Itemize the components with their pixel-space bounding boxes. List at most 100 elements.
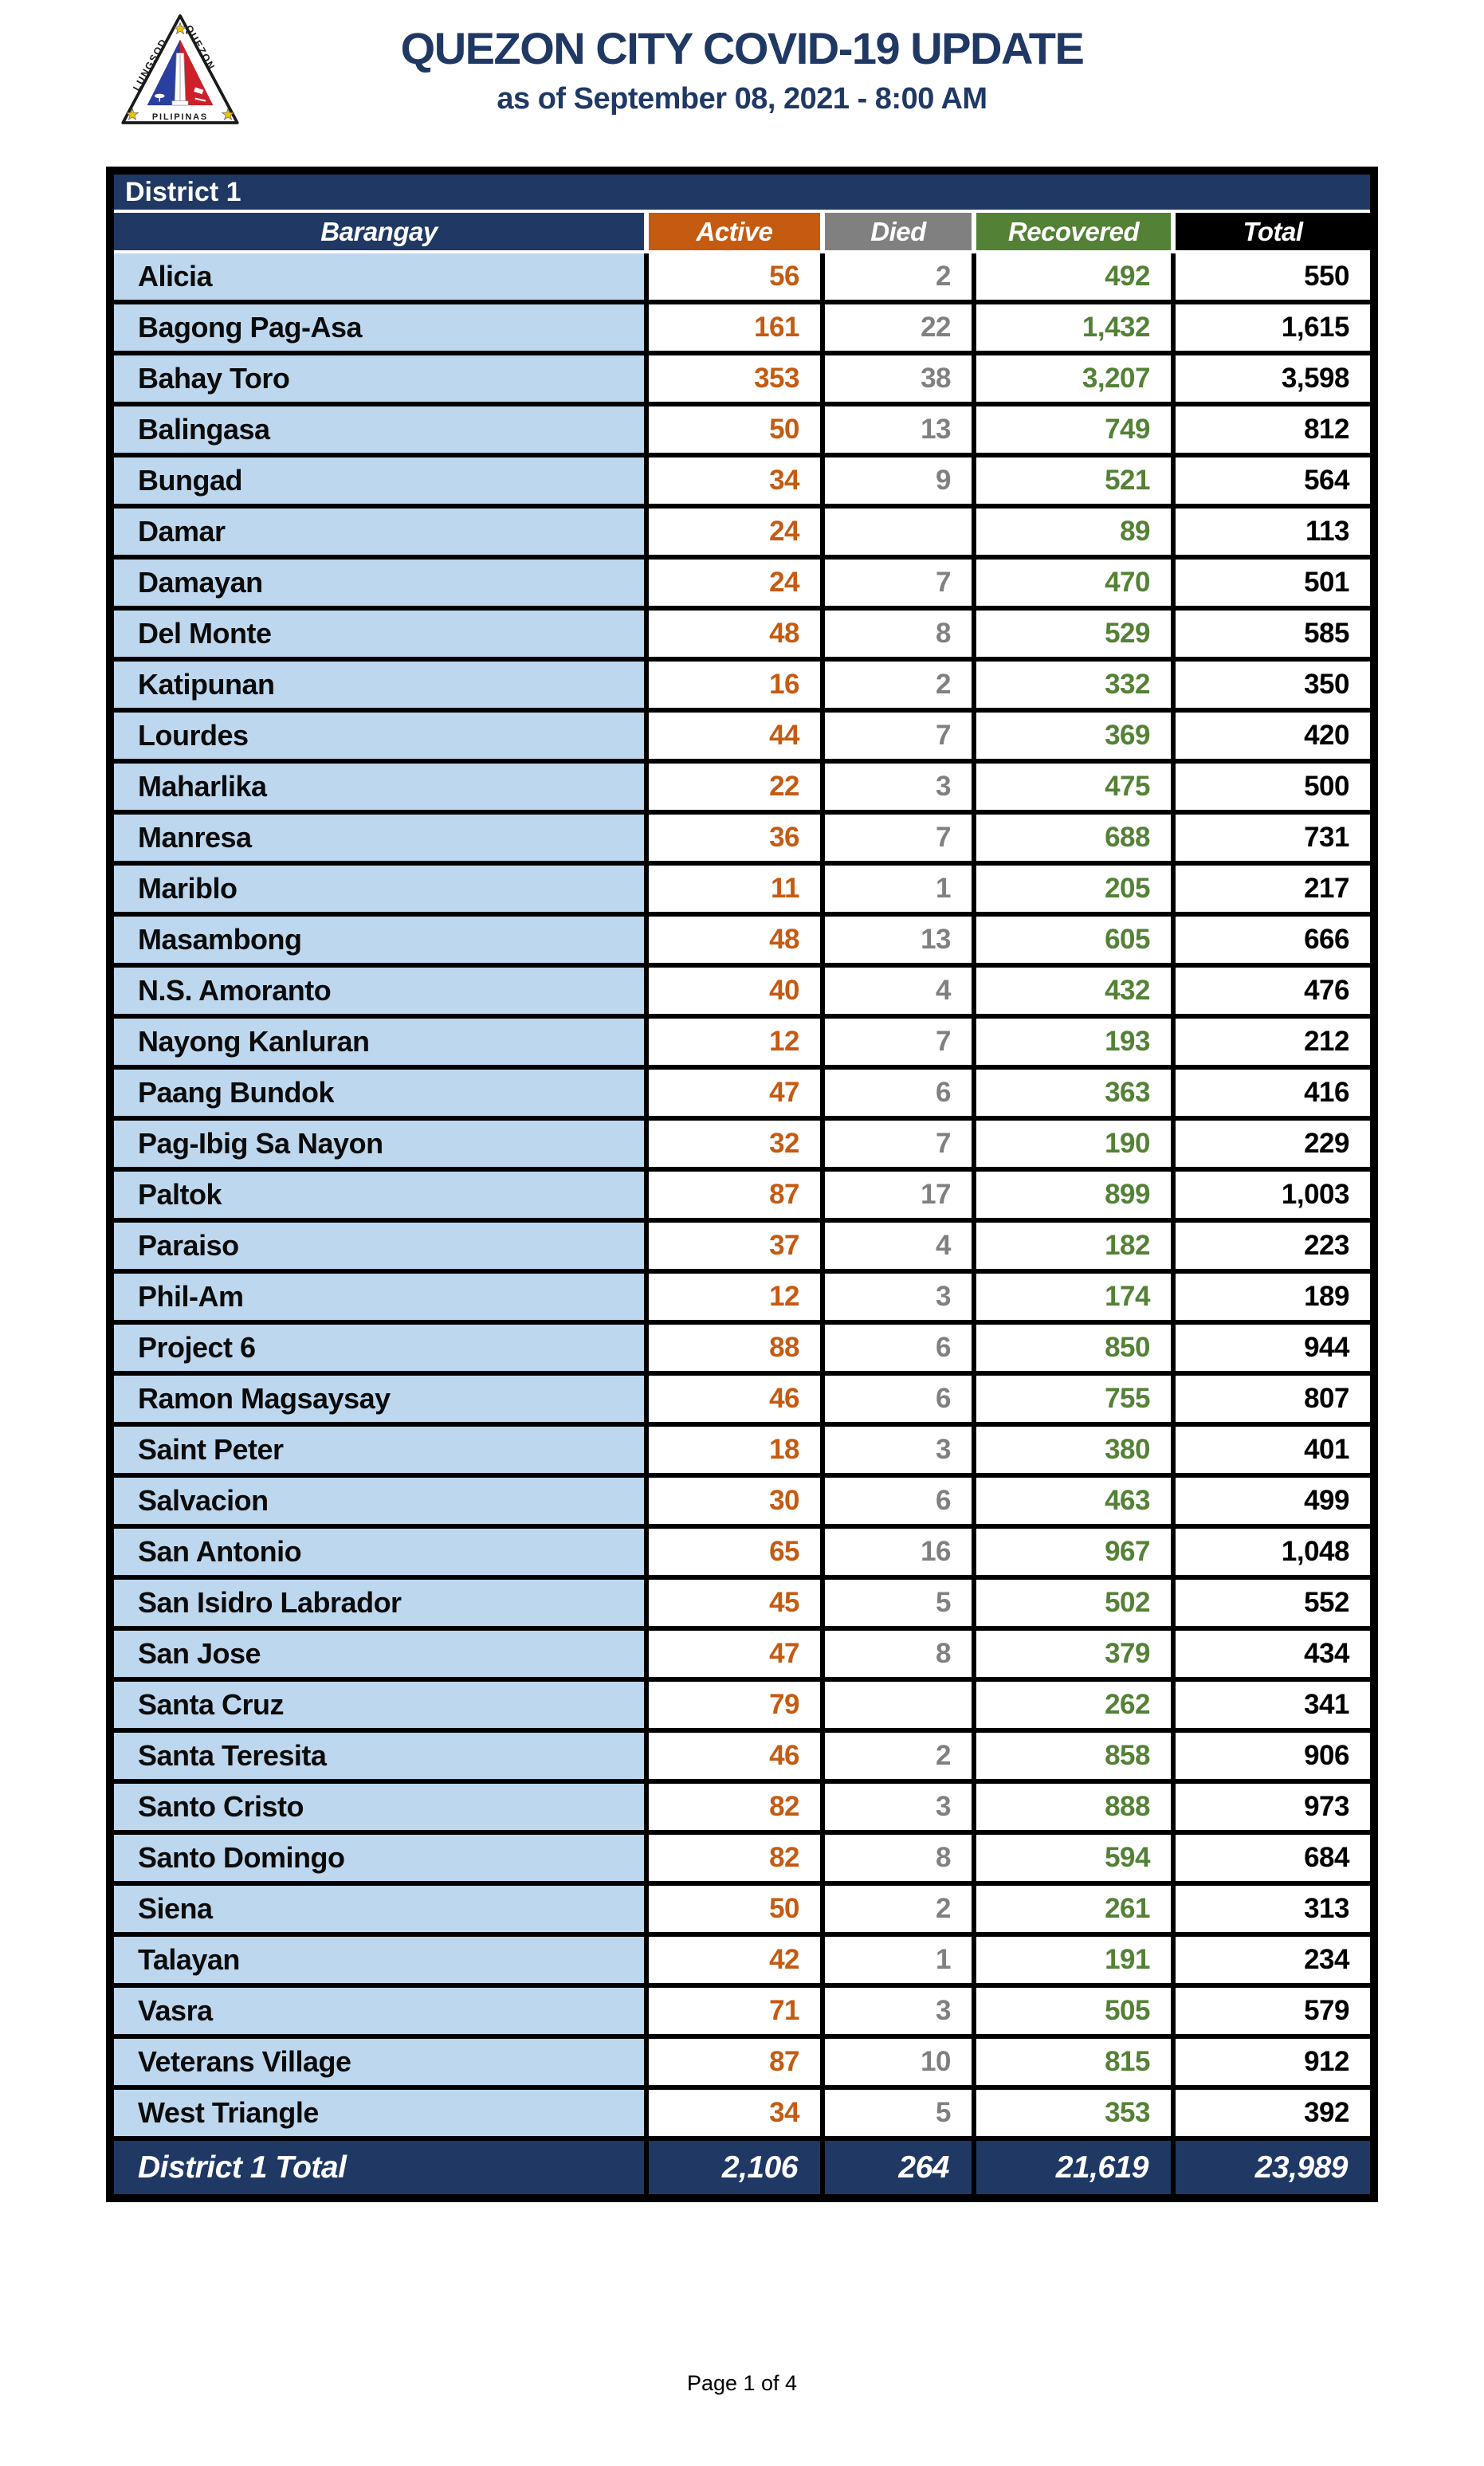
barangay-cell: Bagong Pag-Asa bbox=[114, 304, 644, 351]
total-value: 217 bbox=[1176, 866, 1370, 912]
barangay-cell: Project 6 bbox=[114, 1325, 644, 1371]
died-value: 13 bbox=[825, 917, 972, 963]
total-value: 684 bbox=[1176, 1835, 1370, 1881]
total-value: 234 bbox=[1176, 1937, 1370, 1983]
active-value: 18 bbox=[649, 1427, 820, 1473]
recovered-value: 850 bbox=[976, 1325, 1171, 1371]
recovered-value: 380 bbox=[976, 1427, 1171, 1473]
active-value: 161 bbox=[649, 304, 820, 351]
died-value: 10 bbox=[825, 2039, 972, 2085]
died-value: 17 bbox=[825, 1172, 972, 1218]
active-value: 71 bbox=[649, 1988, 820, 2034]
recovered-value: 505 bbox=[976, 1988, 1171, 2034]
recovered-value: 3,207 bbox=[976, 355, 1171, 402]
barangay-cell: Pag-Ibig Sa Nayon bbox=[114, 1121, 644, 1167]
barangay-cell: Mariblo bbox=[114, 866, 644, 912]
column-header-barangay: Barangay bbox=[114, 213, 644, 250]
barangay-cell: Veterans Village bbox=[114, 2039, 644, 2085]
active-value: 11 bbox=[649, 866, 820, 912]
died-value: 2 bbox=[825, 662, 972, 708]
barangay-cell: Masambong bbox=[114, 917, 644, 963]
active-value: 65 bbox=[649, 1529, 820, 1575]
barangay-cell: West Triangle bbox=[114, 2090, 644, 2136]
total-value: 212 bbox=[1176, 1019, 1370, 1065]
column-header-died: Died bbox=[825, 213, 972, 250]
barangay-cell: Alicia bbox=[114, 253, 644, 300]
active-value: 46 bbox=[649, 1733, 820, 1779]
total-value: 807 bbox=[1176, 1376, 1370, 1422]
recovered-value: 363 bbox=[976, 1070, 1171, 1116]
barangay-cell: Saint Peter bbox=[114, 1427, 644, 1473]
barangay-cell: N.S. Amoranto bbox=[114, 968, 644, 1014]
died-value: 13 bbox=[825, 406, 972, 453]
active-value: 46 bbox=[649, 1376, 820, 1422]
active-value: 32 bbox=[649, 1121, 820, 1167]
recovered-value: 749 bbox=[976, 406, 1171, 453]
active-value: 37 bbox=[649, 1223, 820, 1269]
total-value: 944 bbox=[1176, 1325, 1370, 1371]
total-value: 1,615 bbox=[1176, 304, 1370, 351]
recovered-value: 261 bbox=[976, 1886, 1171, 1932]
total-value: 501 bbox=[1176, 560, 1370, 606]
recovered-value: 502 bbox=[976, 1580, 1171, 1626]
active-value: 82 bbox=[649, 1784, 820, 1830]
recovered-value: 688 bbox=[976, 815, 1171, 861]
recovered-value: 89 bbox=[976, 509, 1171, 555]
died-value: 3 bbox=[825, 1274, 972, 1320]
qc-seal-logo: LUNGSOD QUEZON PILIPINAS bbox=[121, 14, 239, 124]
total-value: 906 bbox=[1176, 1733, 1370, 1779]
total-value: 3,598 bbox=[1176, 355, 1370, 402]
barangay-cell: Santa Cruz bbox=[114, 1682, 644, 1728]
total-value: 392 bbox=[1176, 2090, 1370, 2136]
column-header-recovered: Recovered bbox=[976, 213, 1171, 250]
recovered-value: 605 bbox=[976, 917, 1171, 963]
active-value: 353 bbox=[649, 355, 820, 402]
gavel-icon bbox=[194, 87, 206, 102]
active-value: 45 bbox=[649, 1580, 820, 1626]
died-value: 3 bbox=[825, 1784, 972, 1830]
total-value: 189 bbox=[1176, 1274, 1370, 1320]
report-header: QUEZON CITY COVID-19 UPDATE as of Septem… bbox=[0, 23, 1484, 116]
recovered-value: 182 bbox=[976, 1223, 1171, 1269]
barangay-cell: Lourdes bbox=[114, 713, 644, 759]
active-value: 87 bbox=[649, 1172, 820, 1218]
page-footer: Page 1 of 4 bbox=[0, 2371, 1484, 2396]
barangay-cell: Manresa bbox=[114, 815, 644, 861]
recovered-value: 369 bbox=[976, 713, 1171, 759]
total-value: 812 bbox=[1176, 406, 1370, 453]
recovered-value: 815 bbox=[976, 2039, 1171, 2085]
died-value: 7 bbox=[825, 1121, 972, 1167]
active-value: 16 bbox=[649, 662, 820, 708]
died-value: 6 bbox=[825, 1376, 972, 1422]
died-value: 3 bbox=[825, 1427, 972, 1473]
barangay-cell: Nayong Kanluran bbox=[114, 1019, 644, 1065]
lamp-icon bbox=[155, 93, 165, 102]
barangay-cell: Phil-Am bbox=[114, 1274, 644, 1320]
barangay-cell: Paltok bbox=[114, 1172, 644, 1218]
died-value: 7 bbox=[825, 560, 972, 606]
column-header-active: Active bbox=[649, 213, 820, 250]
table-body: Alicia 56 2 492 550 Bagong Pag-Asa 161 22 1,432 1… bbox=[114, 253, 1370, 2194]
active-value: 34 bbox=[649, 457, 820, 504]
total-value: 552 bbox=[1176, 1580, 1370, 1626]
seal-text-bottom: PILIPINAS bbox=[152, 112, 208, 122]
total-value: 476 bbox=[1176, 968, 1370, 1014]
active-value: 42 bbox=[649, 1937, 820, 1983]
recovered-value: 475 bbox=[976, 764, 1171, 810]
report-title: QUEZON CITY COVID-19 UPDATE bbox=[400, 23, 1085, 73]
total-value: 666 bbox=[1176, 917, 1370, 963]
barangay-cell: Del Monte bbox=[114, 611, 644, 657]
total-value: 420 bbox=[1176, 713, 1370, 759]
died-value: 6 bbox=[825, 1325, 972, 1371]
died-value: 1 bbox=[825, 1937, 972, 1983]
active-value: 36 bbox=[649, 815, 820, 861]
died-value: 8 bbox=[825, 1835, 972, 1881]
died-value: 38 bbox=[825, 355, 972, 402]
barangay-cell: Siena bbox=[114, 1886, 644, 1932]
recovered-value: 205 bbox=[976, 866, 1171, 912]
died-value: 2 bbox=[825, 1733, 972, 1779]
total-value: 499 bbox=[1176, 1478, 1370, 1524]
recovered-value: 191 bbox=[976, 1937, 1171, 1983]
recovered-value: 332 bbox=[976, 662, 1171, 708]
died-value bbox=[825, 509, 972, 555]
